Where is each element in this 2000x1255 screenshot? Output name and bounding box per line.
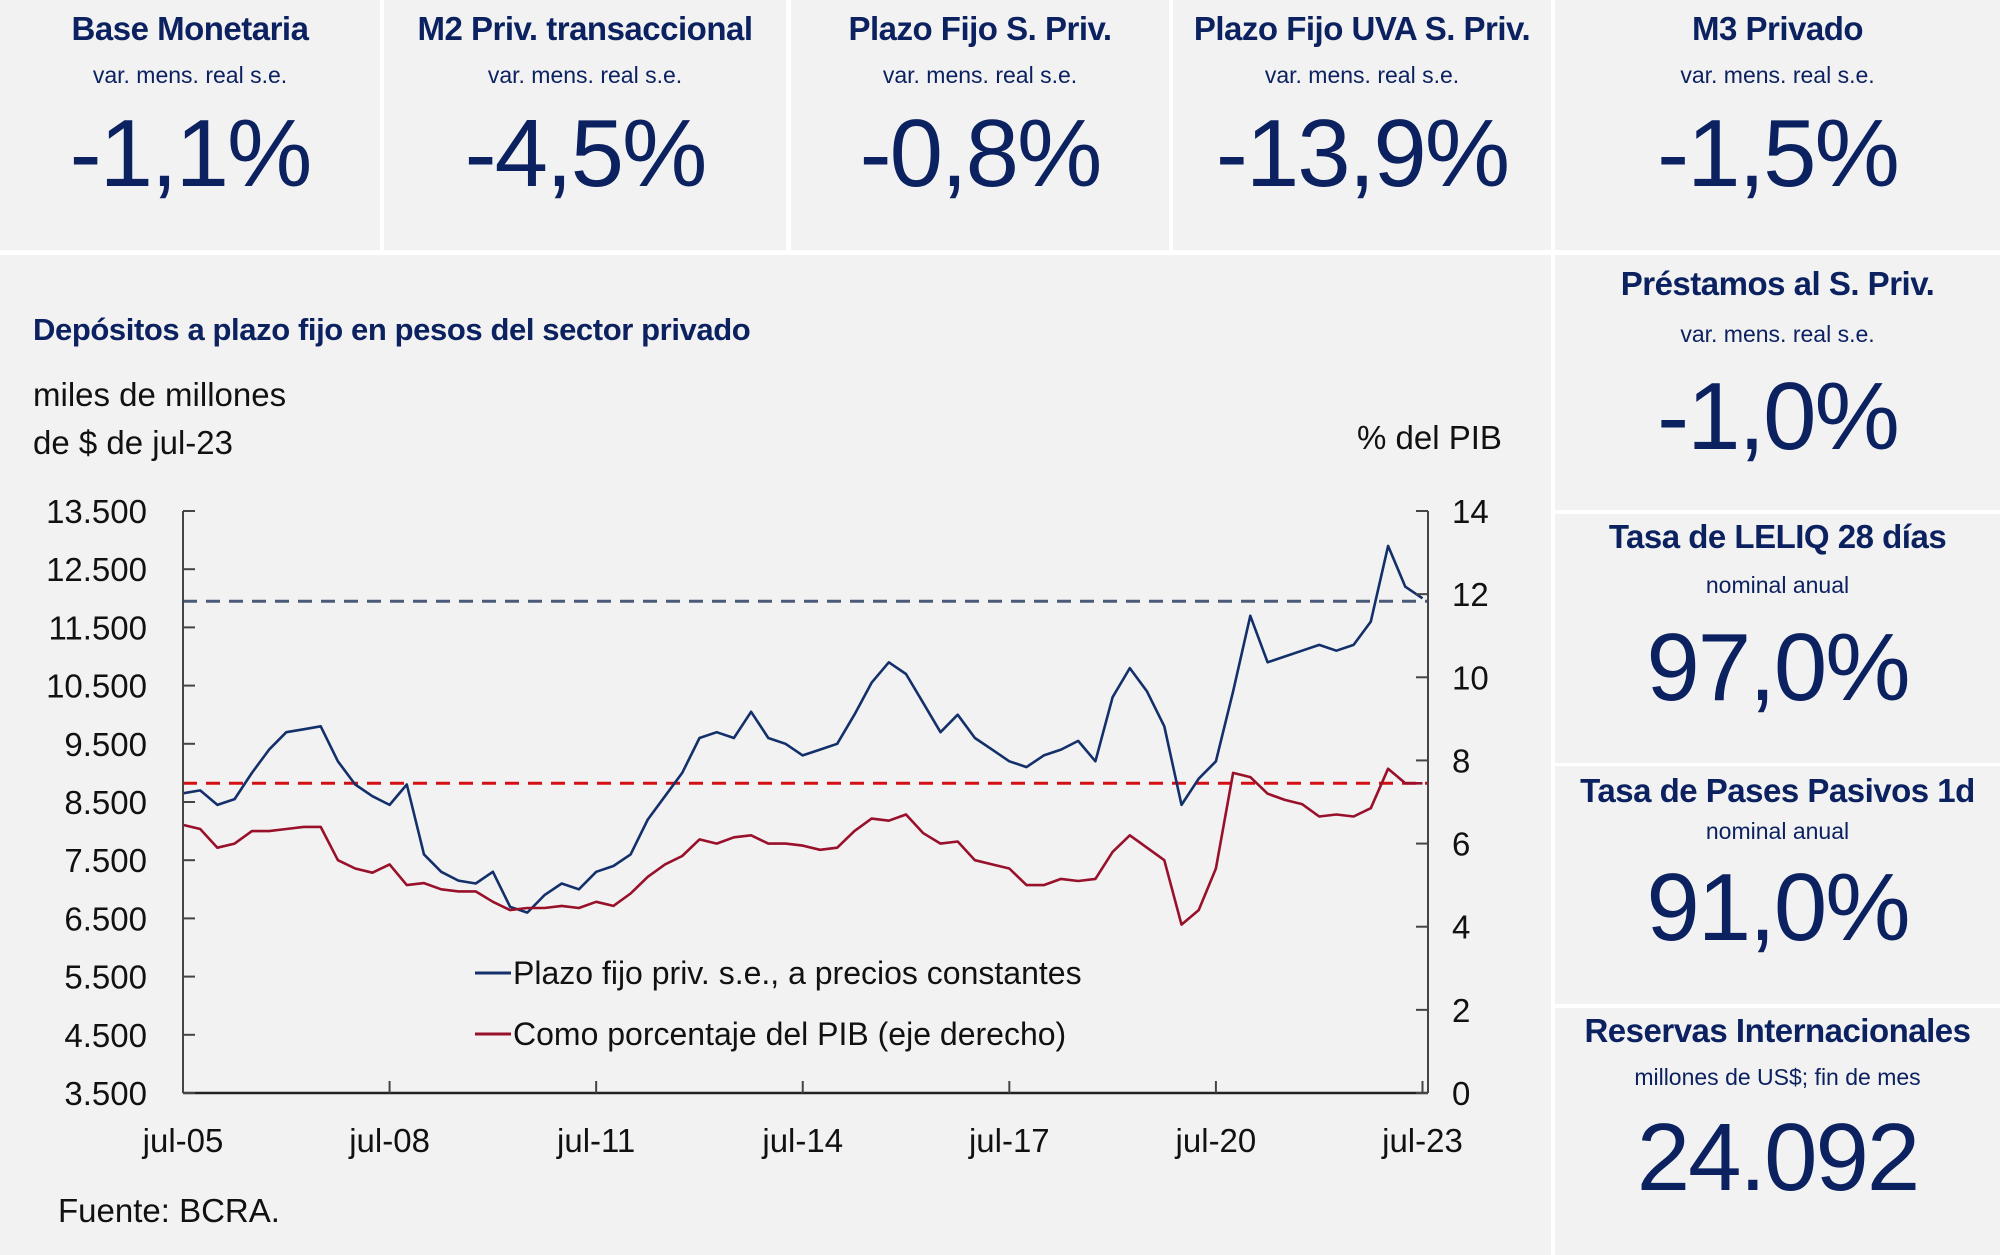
left-tick-label: 6.500 (64, 900, 147, 937)
right-tick-label: 6 (1452, 826, 1470, 863)
card-value: -1,1% (69, 100, 313, 207)
right-tick-label: 0 (1452, 1075, 1470, 1112)
card-reservas-internacionales: Reservas Internacionales millones de US$… (1555, 1008, 2000, 1255)
card-title: Base Monetaria (71, 10, 309, 47)
card-base-monetaria: Base Monetaria var. mens. real s.e. -1,1… (0, 0, 380, 250)
x-tick-label: jul-14 (761, 1122, 843, 1159)
x-tick-label: jul-05 (142, 1122, 224, 1159)
left-tick-label: 3.500 (64, 1075, 147, 1112)
chart-panel: Depósitos a plazo fijo en pesos del sect… (0, 255, 1551, 1255)
card-title: M3 Privado (1691, 10, 1864, 47)
card-subtitle: var. mens. real s.e. (1680, 321, 1875, 347)
right-tick-label: 14 (1452, 493, 1489, 530)
card-prestamos-s-priv: Préstamos al S. Priv. var. mens. real s.… (1555, 255, 2000, 510)
card-subtitle: var. mens. real s.e. (487, 62, 683, 88)
left-tick-label: 7.500 (64, 842, 147, 879)
x-tick-label: jul-08 (348, 1122, 430, 1159)
card-subtitle: var. mens. real s.e. (1680, 62, 1875, 88)
right-tick-label: 2 (1452, 992, 1470, 1029)
card-title: Tasa de LELIQ 28 días (1608, 518, 1947, 555)
card-tasa-leliq: Tasa de LELIQ 28 días nominal anual 97,0… (1555, 514, 2000, 763)
card-value: 91,0% (1646, 854, 1910, 961)
left-axis-unit-line2: de $ de jul-23 (33, 424, 233, 461)
card-value: 97,0% (1646, 614, 1910, 721)
left-tick-label: 10.500 (46, 668, 147, 705)
card-title: Préstamos al S. Priv. (1620, 265, 1935, 302)
x-tick-label: jul-11 (556, 1122, 635, 1159)
card-title: Reservas Internacionales (1584, 1012, 1971, 1049)
card-subtitle: var. mens. real s.e. (92, 62, 288, 88)
card-subtitle: nominal anual (1705, 818, 1850, 844)
card-plazo-fijo-s-priv: Plazo Fijo S. Priv. var. mens. real s.e.… (791, 0, 1169, 250)
left-axis-unit-line1: miles de millones (33, 376, 287, 413)
card-title: Plazo Fijo UVA S. Priv. (1193, 10, 1531, 47)
card-value: -0,8% (859, 100, 1103, 207)
source-note: Fuente: BCRA. (58, 1192, 280, 1229)
card-subtitle: var. mens. real s.e. (882, 62, 1078, 88)
x-tick-label: jul-17 (968, 1122, 1050, 1159)
card-tasa-pases-pasivos: Tasa de Pases Pasivos 1d nominal anual 9… (1555, 766, 2000, 1004)
left-tick-label: 8.500 (64, 784, 147, 821)
left-tick-label: 5.500 (64, 959, 147, 996)
card-plazo-fijo-uva: Plazo Fijo UVA S. Priv. var. mens. real … (1173, 0, 1551, 250)
left-tick-label: 13.500 (46, 493, 147, 530)
axes: 13.500 12.500 11.500 10.500 9.500 8.500 7.500 6… (46, 493, 1489, 1159)
card-subtitle: millones de US$; fin de mes (1634, 1064, 1921, 1090)
card-m2-priv-transaccional: M2 Priv. transaccional var. mens. real s… (384, 0, 786, 250)
line-chart: 13.500 12.500 11.500 10.500 9.500 8.500 7.500 6… (46, 493, 1489, 1159)
card-value: 24.092 (1636, 1104, 1921, 1211)
legend: Plazo fijo priv. s.e., a precios constan… (475, 955, 1082, 1052)
card-title: M2 Priv. transaccional (417, 10, 753, 47)
card-value: -1,0% (1657, 363, 1900, 470)
left-tick-label: 4.500 (64, 1017, 147, 1054)
chart-title: Depósitos a plazo fijo en pesos del sect… (33, 312, 751, 347)
card-value: -1,5% (1657, 100, 1900, 207)
left-tick-label: 9.500 (64, 726, 147, 763)
card-title: Plazo Fijo S. Priv. (848, 10, 1112, 47)
left-axis-unit-label: miles de millones de $ de jul-23 (33, 371, 286, 467)
right-tick-label: 8 (1452, 742, 1470, 779)
card-subtitle: nominal anual (1705, 572, 1850, 598)
card-value: -4,5% (464, 100, 708, 207)
right-tick-label: 12 (1452, 576, 1489, 613)
card-value: -13,9% (1215, 100, 1510, 207)
card-title: Tasa de Pases Pasivos 1d (1580, 772, 1975, 809)
reference-lines (183, 599, 1428, 785)
card-m3-privado: M3 Privado var. mens. real s.e. -1,5% (1555, 0, 2000, 250)
card-subtitle: var. mens. real s.e. (1264, 62, 1460, 88)
right-tick-label: 10 (1452, 659, 1489, 696)
legend-label-pct-pib: Como porcentaje del PIB (eje derecho) (513, 1016, 1066, 1052)
right-axis-unit-label: % del PIB (1357, 419, 1502, 456)
legend-label-plazo-fijo: Plazo fijo priv. s.e., a precios constan… (513, 955, 1082, 991)
right-tick-label: 4 (1452, 909, 1470, 946)
x-tick-label: jul-20 (1175, 1122, 1257, 1159)
series-line-pct-pib (182, 767, 1423, 926)
x-tick-label: jul-23 (1381, 1122, 1463, 1159)
left-tick-label: 11.500 (49, 609, 147, 646)
left-tick-label: 12.500 (46, 551, 147, 588)
